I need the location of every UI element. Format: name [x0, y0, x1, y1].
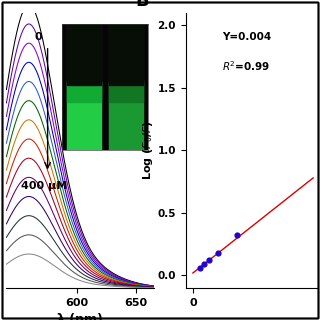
Point [198, 265, 203, 270]
Text: $R^2$=0.99: $R^2$=0.99 [222, 60, 271, 73]
Text: 0: 0 [35, 32, 43, 42]
Text: 400 μM: 400 μM [21, 181, 68, 191]
Text: Y=0.004: Y=0.004 [222, 32, 272, 42]
Point [201, 262, 206, 267]
Y-axis label: Log ($F_0$/$F$): Log ($F_0$/$F$) [140, 120, 155, 180]
Text: B: B [136, 0, 149, 10]
Point [216, 251, 221, 256]
X-axis label: λ (nm): λ (nm) [57, 313, 103, 320]
Point [234, 233, 239, 238]
Point [206, 258, 212, 263]
